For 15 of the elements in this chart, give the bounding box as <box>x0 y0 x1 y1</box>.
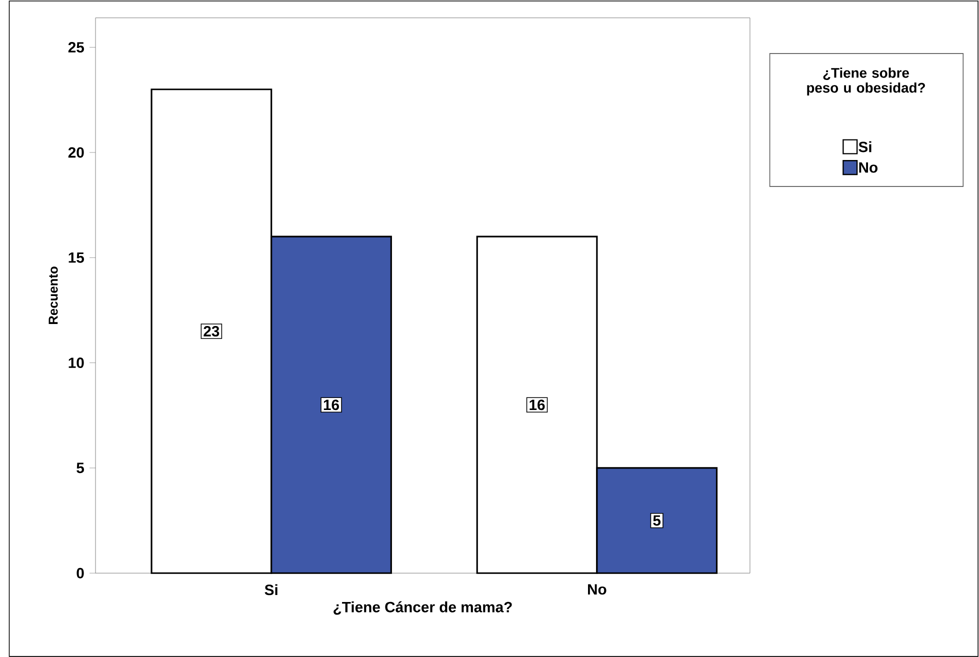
y-tick-label: 10 <box>68 357 84 368</box>
y-tick-label: 0 <box>76 568 84 578</box>
y-tick-label: 25 <box>68 42 84 52</box>
data-label: 23 <box>204 326 220 336</box>
y-tick-label: 5 <box>76 462 84 473</box>
y-tick-label: 15 <box>68 252 84 263</box>
x-axis-title: ¿Tiene Cáncer de mama? <box>334 601 512 615</box>
y-axis-title: Recuento <box>48 266 58 324</box>
legend-title: ¿Tiene sobre peso u obesidad? <box>807 67 925 96</box>
data-label: 16 <box>530 399 545 410</box>
data-label: 16 <box>324 399 339 410</box>
y-tick-label: 20 <box>68 147 84 158</box>
data-label: 5 <box>653 515 661 526</box>
legend-label: No <box>859 162 878 173</box>
legend-label: Si <box>858 141 872 152</box>
